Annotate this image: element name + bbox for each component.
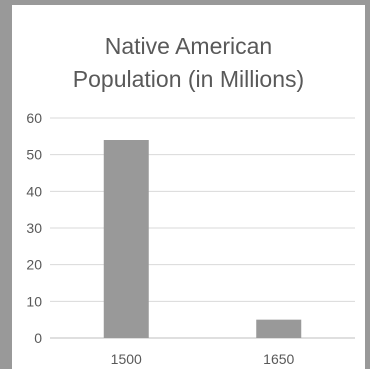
y-tick-label-50: 50 — [26, 147, 42, 163]
y-tick-label-0: 0 — [34, 330, 42, 346]
x-tick-label-1650: 1650 — [263, 351, 294, 367]
y-tick-label-60: 60 — [26, 110, 42, 126]
y-tick-label-10: 10 — [26, 293, 42, 309]
chart-title: Native American Population (in Millions) — [12, 30, 365, 96]
y-tick-label-30: 30 — [26, 220, 42, 236]
bars — [103, 140, 302, 338]
x-axis-ticks: 1500 1650 — [111, 351, 295, 367]
y-tick-label-20: 20 — [26, 257, 42, 273]
chart-title-line-1: Native American — [104, 33, 273, 59]
gridlines — [50, 117, 355, 339]
y-tick-label-40: 40 — [26, 183, 42, 199]
y-axis-ticks: 0 10 20 30 40 50 60 — [26, 110, 42, 346]
bar-1650 — [256, 319, 302, 338]
bar-1500 — [103, 140, 149, 338]
frame-border-right — [365, 0, 370, 369]
x-tick-label-1500: 1500 — [111, 351, 142, 367]
frame-border-top — [0, 0, 370, 5]
chart-title-line-2: Population (in Millions) — [72, 66, 305, 92]
frame-border-left — [0, 0, 12, 369]
